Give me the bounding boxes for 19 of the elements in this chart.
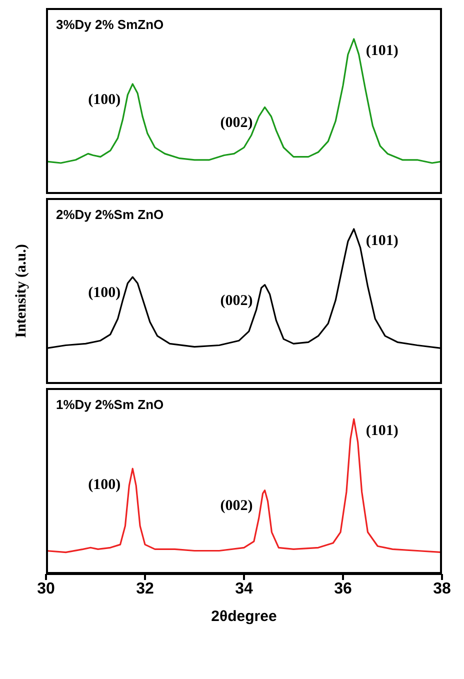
annotation: (100) — [88, 92, 121, 109]
y-axis-title: Intensity (a.u.) — [14, 244, 30, 338]
annotation: (101) — [366, 423, 398, 440]
annotation: (100) — [88, 285, 121, 302]
annotation: (100) — [88, 476, 121, 494]
annotation: (101) — [366, 43, 398, 60]
chart-title: 3%Dy 2% SmZnO — [56, 17, 164, 32]
x-axis-title: 2θdegree — [210, 608, 278, 625]
x-tick-label: 38 — [433, 580, 451, 598]
annotation: (002) — [220, 292, 253, 310]
annotation: (002) — [220, 115, 253, 132]
x-tick-label: 34 — [235, 580, 253, 598]
chart-title: 1%Dy 2%Sm ZnO — [56, 397, 164, 412]
x-tick-label: 36 — [334, 580, 352, 598]
x-tick-label: 30 — [37, 580, 55, 598]
chart-title: 2%Dy 2%Sm ZnO — [56, 207, 164, 222]
x-tick-label: 32 — [136, 580, 154, 598]
annotation: (101) — [366, 233, 398, 250]
annotation: (002) — [220, 498, 253, 516]
